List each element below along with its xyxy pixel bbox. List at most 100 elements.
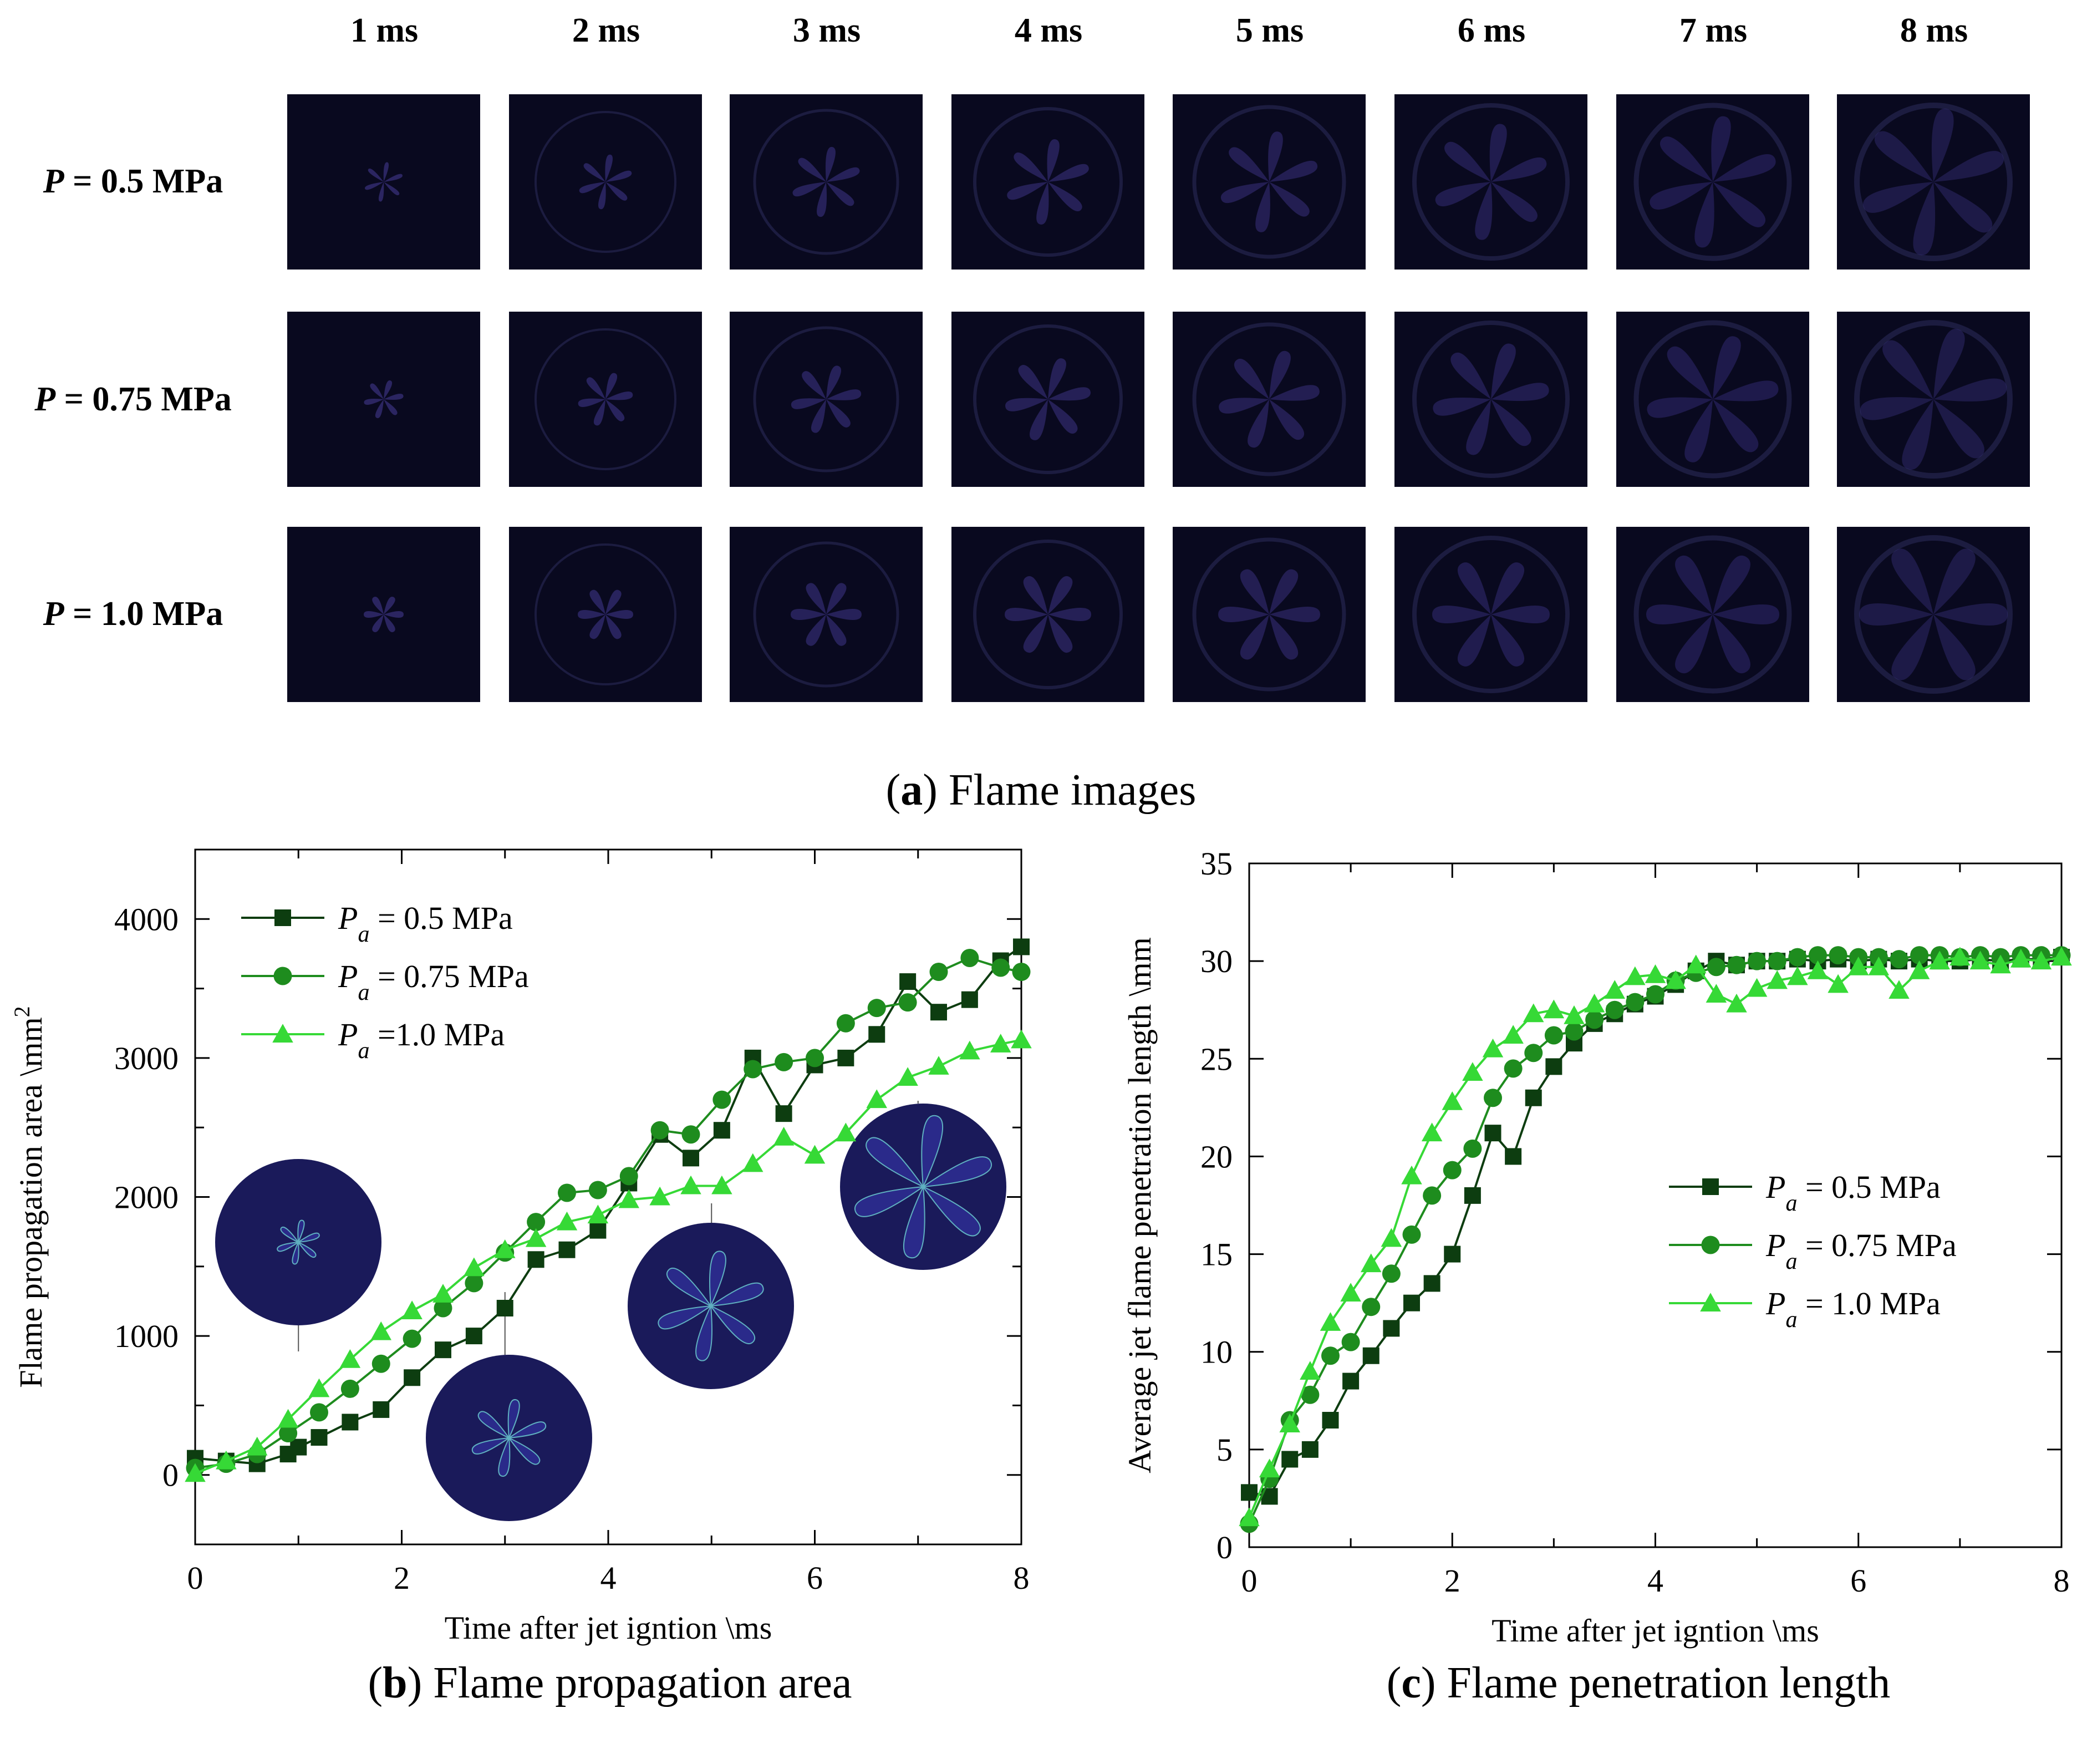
- chart1-series-2-point: [465, 1274, 483, 1293]
- chart1-y-axis-label: Flame propagation area \mm2: [9, 1006, 49, 1387]
- chart2-series-2-point: [1809, 946, 1827, 965]
- flame-image-r3-t2: [509, 527, 702, 702]
- chart1-series-3-point: [216, 1450, 237, 1470]
- flame-image-r3-t5: [1173, 527, 1366, 702]
- chart1-xtick-label: 2: [394, 1560, 410, 1596]
- chart1-series-3-point: [618, 1189, 639, 1208]
- flame-image-r1-t7: [1616, 94, 1809, 270]
- chart1-series-3-point: [742, 1153, 763, 1172]
- chart2-series-1-point: [1322, 1412, 1339, 1429]
- chart2-series-3-point: [1340, 1283, 1361, 1302]
- chart1-series-2-point: [588, 1181, 607, 1199]
- chart1-inset-flame-lobe: [921, 1156, 992, 1188]
- chart2-series-3-point: [1888, 980, 1910, 999]
- chart1-series-2-point: [650, 1121, 669, 1140]
- chart2-series-2-point: [1402, 1225, 1421, 1244]
- chart2-series-1-point: [1525, 1089, 1542, 1106]
- chart1-series-2-point: [744, 1060, 762, 1079]
- chart1-legend-text: =1.0 MPa: [369, 1016, 505, 1053]
- chart1-series-2-point: [867, 999, 886, 1018]
- chart1-series-1-point: [589, 1222, 607, 1239]
- chart2-series-3-point: [1645, 964, 1666, 983]
- chart2-series-1-point: [1484, 1125, 1501, 1142]
- chart2-series-3-point: [2010, 948, 2032, 968]
- chart2-ytick-label: 5: [1216, 1432, 1233, 1468]
- chart1-ytick-label: 1000: [114, 1318, 179, 1354]
- chart1-series-2-point: [527, 1213, 546, 1232]
- chart2-ytick-label: 20: [1200, 1138, 1233, 1175]
- chart2-series-2-point: [1484, 1089, 1502, 1107]
- chart1-inset-flame-lobe: [298, 1232, 320, 1243]
- chart1-series-1-point: [465, 1328, 482, 1345]
- flame-image-r2-t5: [1173, 312, 1366, 487]
- chart1-series-2-point: [619, 1167, 638, 1186]
- chart2-series-3-point: [1868, 956, 1890, 975]
- flame-image-r1-t2: [509, 94, 702, 270]
- chart1-series-1-point: [1013, 938, 1030, 955]
- chart2-series-3-point: [1706, 984, 1727, 1003]
- chart1-legend-label-3: Pa =1.0 MPa: [338, 1016, 505, 1064]
- chart2-series-3-point: [1969, 950, 1991, 970]
- chart1-series-1-point: [290, 1438, 307, 1456]
- chart2-series-3-point: [1564, 1005, 1585, 1024]
- chart1-series-3-point: [835, 1122, 857, 1142]
- chart2-series-1-point: [1545, 1058, 1562, 1075]
- chart1-series-1-point: [373, 1401, 390, 1418]
- chart2-series-2-point: [1585, 1010, 1604, 1029]
- chart2-series-1-point: [1342, 1372, 1360, 1390]
- chart2-series-3-point: [1746, 978, 1768, 997]
- flame-image-r1-t8: [1837, 94, 2030, 270]
- caption-c: (c) Flame penetration length: [1386, 1659, 1891, 1707]
- chart1-series-2-point: [991, 958, 1010, 977]
- chart2-x-axis-label: Time after jet igntion \ms: [1491, 1613, 1819, 1649]
- flame-image-r3-t7: [1616, 527, 1809, 702]
- chart2-series-2-point: [1524, 1044, 1543, 1063]
- chart1-series-2-point: [279, 1424, 298, 1443]
- chart1-inset-flame-lobe: [471, 1437, 510, 1455]
- chart1-inset-flame-lobe: [695, 1304, 712, 1361]
- chart1-legend-symbol: P: [338, 900, 358, 936]
- chart2-series-3-point: [1848, 956, 1869, 975]
- chart2-series-2-point: [1565, 1022, 1584, 1041]
- chart1-series-1-point: [342, 1414, 359, 1431]
- chart1-legend-marker-1: [274, 909, 291, 926]
- column-label-7ms: 7 ms: [1679, 12, 1748, 49]
- chart1-series-3-point: [277, 1409, 299, 1428]
- chart1-inset-flame-lobe: [292, 1242, 299, 1265]
- chart1-inset-flame-image: [426, 1355, 592, 1521]
- flame-image-r3-t6: [1394, 527, 1587, 702]
- chart2-series-2-point: [1748, 952, 1767, 970]
- chart2-series-3-point: [2051, 947, 2072, 966]
- chart1-inset-flame-lobe: [277, 1242, 299, 1252]
- caption-a: (a) Flame images: [885, 766, 1197, 815]
- chart2-series-3-point: [1421, 1122, 1443, 1142]
- chart1-inset-flame-image: [628, 1223, 794, 1389]
- chart2-xtick-label: 2: [1444, 1563, 1460, 1599]
- chart2-series-2-point: [1890, 950, 1908, 969]
- chart2-series-3-point: [1320, 1312, 1341, 1331]
- chart2-series-3-point: [1665, 970, 1686, 989]
- chart1-inset-flame-lobe: [297, 1219, 305, 1243]
- chart2-legend-subscript: a: [1785, 1249, 1797, 1274]
- chart1-series-3-point: [185, 1463, 206, 1482]
- chart1-series-3-point: [339, 1349, 361, 1368]
- chart2-series-3-point: [1726, 993, 1747, 1013]
- chart2-legend-symbol: P: [1765, 1227, 1785, 1263]
- chart2-series-3-point: [1787, 966, 1808, 985]
- chart1-legend-label-2: Pa = 0.75 MPa: [338, 958, 529, 1005]
- chart1-legend-subscript: a: [358, 1038, 369, 1064]
- chart2-series-3-point: [1259, 1458, 1280, 1478]
- chart2-series-2-point: [1646, 985, 1664, 1004]
- chart2-series-2-point: [1727, 955, 1746, 974]
- flame-image-r3-t4: [951, 527, 1144, 702]
- chart1-inset-flame-lobe: [507, 1399, 520, 1438]
- chart1-legend-marker-3: [272, 1024, 293, 1043]
- column-label-8ms: 8 ms: [1900, 12, 1968, 49]
- chart2-series-3-point: [1239, 1507, 1260, 1527]
- chart1-series-line-2: [195, 957, 1022, 1470]
- chart1-xtick-label: 6: [807, 1560, 823, 1596]
- chart1-legend-symbol: P: [338, 958, 358, 994]
- chart1-xtick-label: 4: [600, 1560, 617, 1596]
- chart2-legend-label-3: Pa = 1.0 MPa: [1765, 1285, 1941, 1333]
- chart2-series-3-point: [1401, 1165, 1422, 1185]
